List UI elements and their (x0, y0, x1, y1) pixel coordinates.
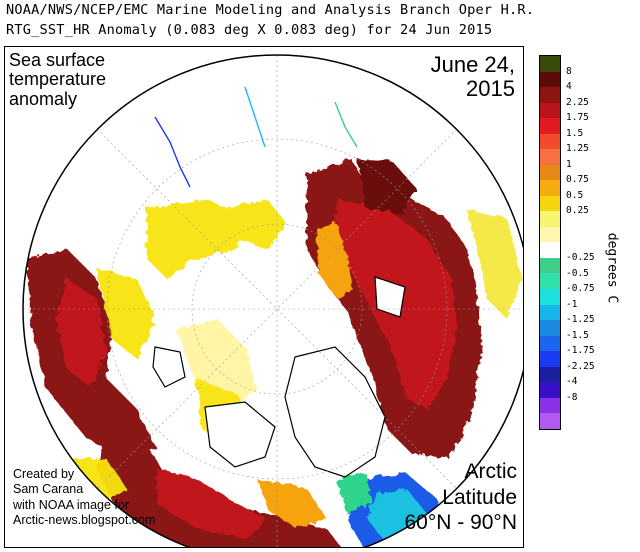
colorbar-tick-label: -1.25 (566, 314, 595, 326)
colorbar-tick-label: -0.5 (566, 267, 589, 279)
map-title-line-2: temperature (9, 69, 107, 90)
colorbar-tick-label: -4 (566, 376, 578, 388)
credit-line-3: with NOAA image for (13, 497, 130, 512)
colorbar-tick-label: 1.75 (566, 112, 589, 124)
region-line-3: 60°N - 90°N (404, 511, 517, 535)
greenland (284, 346, 386, 478)
colorbar-swatch (540, 257, 560, 274)
region-label: Arctic Latitude 60°N - 90°N (404, 459, 517, 536)
svalbard (374, 276, 406, 318)
colorbar-tick-label: -1.75 (566, 345, 595, 357)
colorbar-swatch (540, 382, 560, 398)
colorbar-swatch (540, 118, 560, 134)
map-date: June 24, 2015 (431, 53, 515, 101)
warm-anomaly-bering (95, 427, 345, 547)
colorbar-tick-label: -1.5 (566, 329, 589, 341)
map-disk (23, 55, 523, 547)
header-line-1: NOAA/NWS/NCEP/EMC Marine Modeling and An… (6, 2, 535, 18)
colorbar-swatch (540, 413, 560, 429)
credit-line-4: Arctic-news.blogspot.com (13, 512, 156, 527)
colorbar-swatch (540, 351, 560, 367)
map-title: Sea surface temperature anomaly (9, 50, 107, 109)
map-date-line-1: June 24, (430, 52, 515, 77)
disk-outline (22, 54, 523, 547)
colorbar-swatch (540, 288, 560, 305)
land-masses (152, 276, 406, 478)
map-frame: Sea surface temperature anomaly June 24,… (4, 46, 524, 548)
colorbar-tick-label: -0.75 (566, 283, 595, 295)
colorbar-swatch (540, 102, 560, 119)
colorbar-swatch (540, 304, 560, 321)
colorbar-tick-label: 0.5 (566, 189, 584, 201)
colorbar-swatch (540, 273, 560, 289)
colorbar-swatch (540, 87, 560, 103)
colorbar (539, 55, 561, 430)
colorbar-tick-label: 1 (566, 158, 572, 170)
map-title-line-3: anomaly (9, 88, 78, 109)
colorbar-swatch (540, 366, 560, 383)
colorbar-swatch (540, 133, 560, 150)
colorbar-swatch (540, 226, 560, 243)
colorbar-swatch (540, 335, 560, 352)
warm-anomaly-siberian-shelf (25, 247, 155, 457)
colorbar-tick-label: 0.25 (566, 205, 589, 217)
colorbar-swatch (540, 195, 560, 212)
colorbar-swatch (540, 397, 560, 414)
colorbar-tick-label: -0.25 (566, 252, 595, 264)
colorbar-swatch (540, 180, 560, 196)
colorbar-tick-label: 8 (566, 65, 572, 77)
arctic-sst-anomaly-map (22, 54, 523, 547)
map-title-line-1: Sea surface (9, 50, 106, 70)
top-coast-detail (154, 86, 358, 188)
region-line-1: Arctic (464, 460, 518, 483)
colorbar-tick-label: 4 (566, 81, 572, 93)
colorbar-tick-label: 2.25 (566, 96, 589, 108)
colorbar-tick-label: -8 (566, 391, 578, 403)
colorbar-unit: degrees C (604, 232, 620, 304)
colorbar-swatch (540, 149, 560, 165)
credit-line-1: Created by (13, 467, 75, 481)
colorbar-tick-label: -2.25 (566, 360, 595, 372)
header-line-2: RTG_SST_HR Anomaly (0.083 deg X 0.083 de… (6, 22, 493, 38)
region-line-2: Latitude (442, 485, 517, 509)
credit-line-2: Sam Carana (13, 482, 84, 497)
credit: Created by Sam Carana with NOAA image fo… (13, 467, 155, 528)
colorbar-swatch (540, 164, 560, 181)
colorbar-tick-label: -1 (566, 298, 578, 310)
colorbar-tick-label: 1.5 (566, 127, 584, 139)
colorbar-swatch (540, 320, 560, 336)
colorbar-swatch (540, 242, 560, 258)
colorbar-swatch (540, 71, 560, 88)
graticule (23, 55, 523, 547)
map-date-line-2: 2015 (466, 75, 515, 101)
colorbar-tick-label: 1.25 (566, 143, 589, 155)
canadian-archipelago (204, 401, 276, 468)
colorbar-swatch (540, 56, 560, 72)
colorbar-tick-label: 0.75 (566, 174, 589, 186)
colorbar-swatch (540, 211, 560, 227)
